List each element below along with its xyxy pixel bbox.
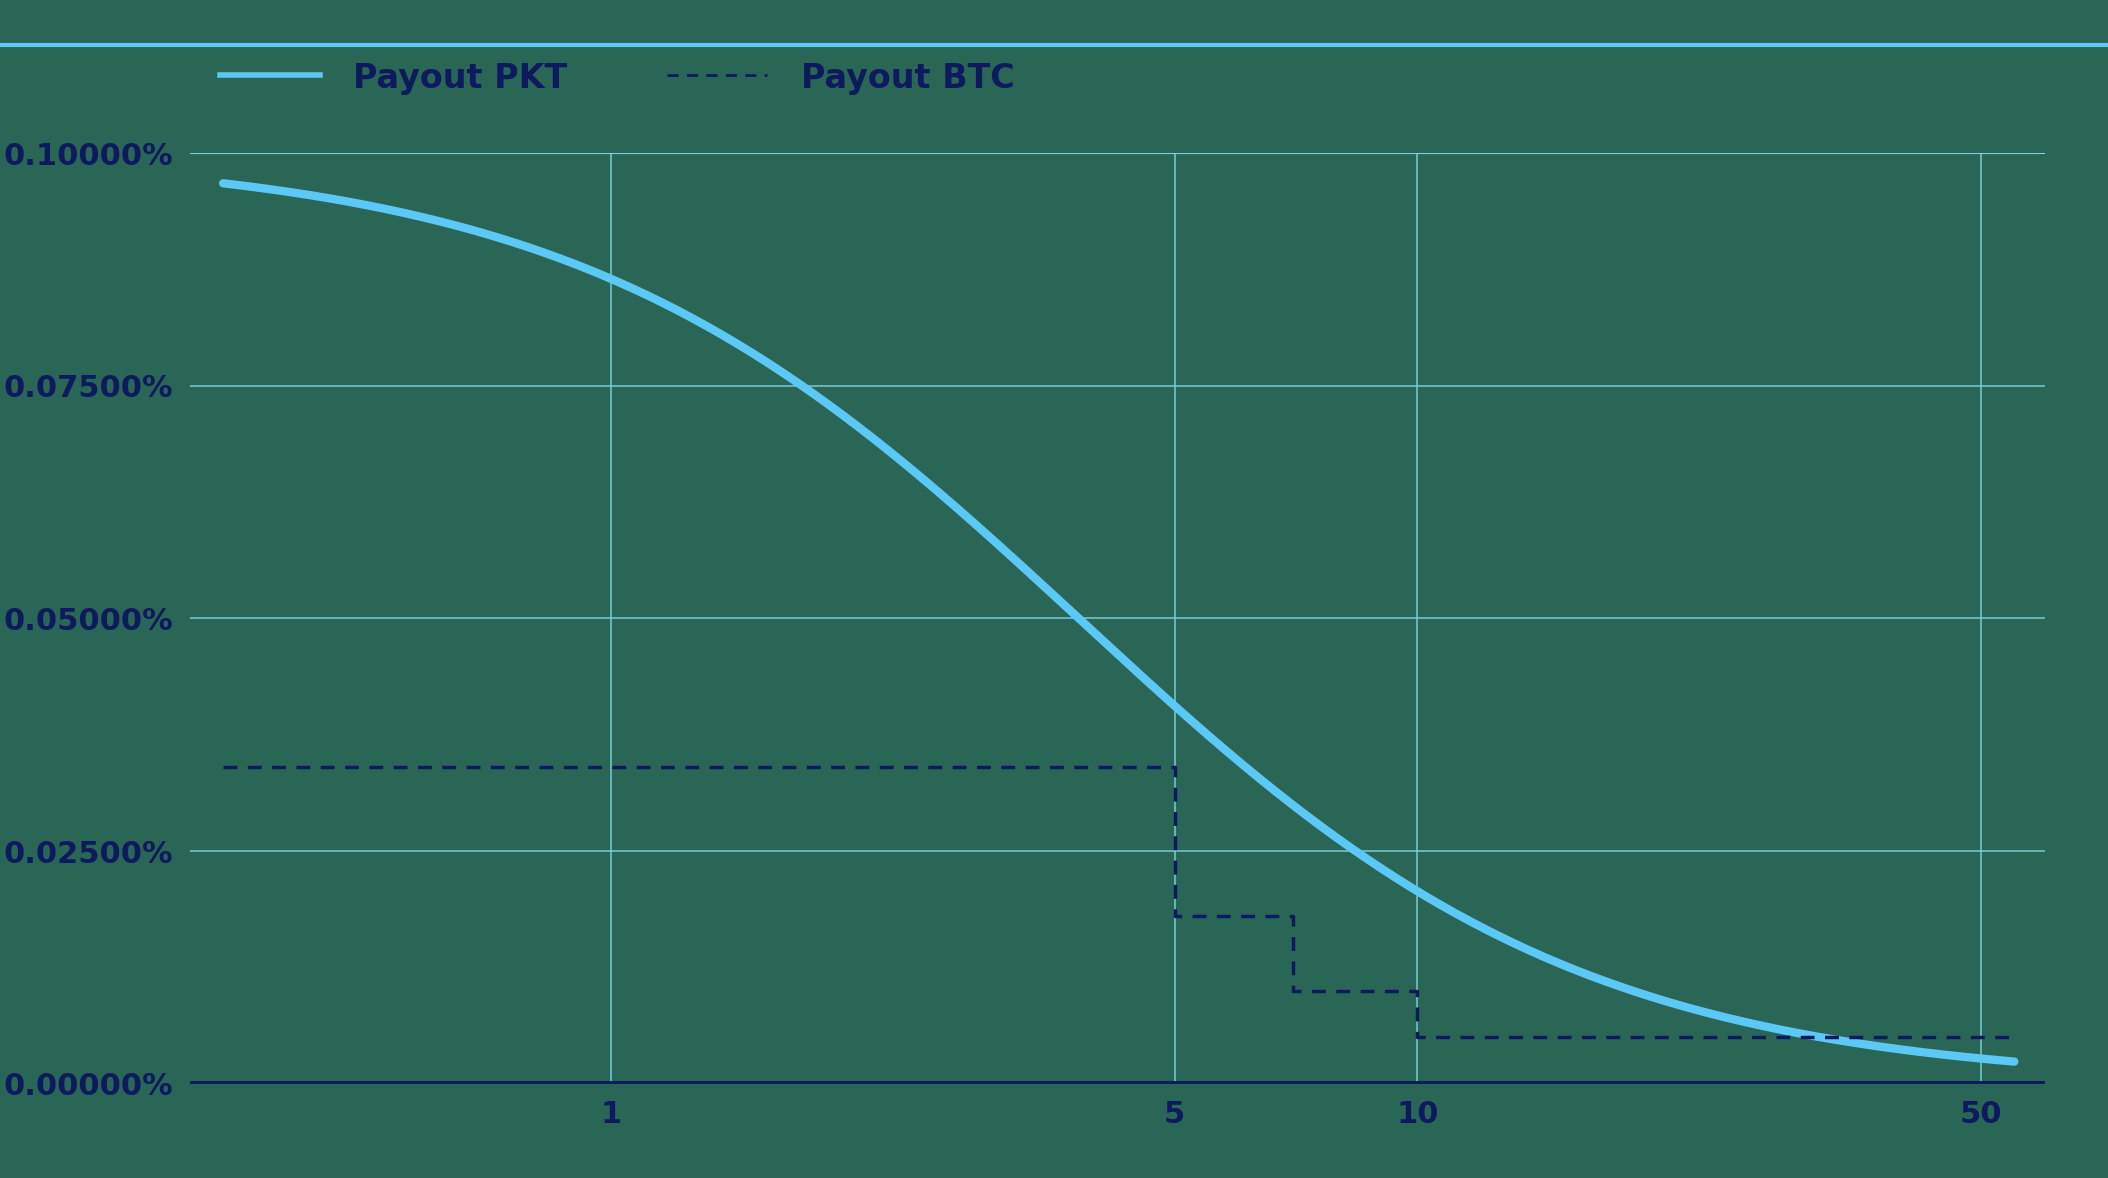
Legend: Payout PKT, Payout BTC: Payout PKT, Payout BTC — [207, 48, 1027, 108]
